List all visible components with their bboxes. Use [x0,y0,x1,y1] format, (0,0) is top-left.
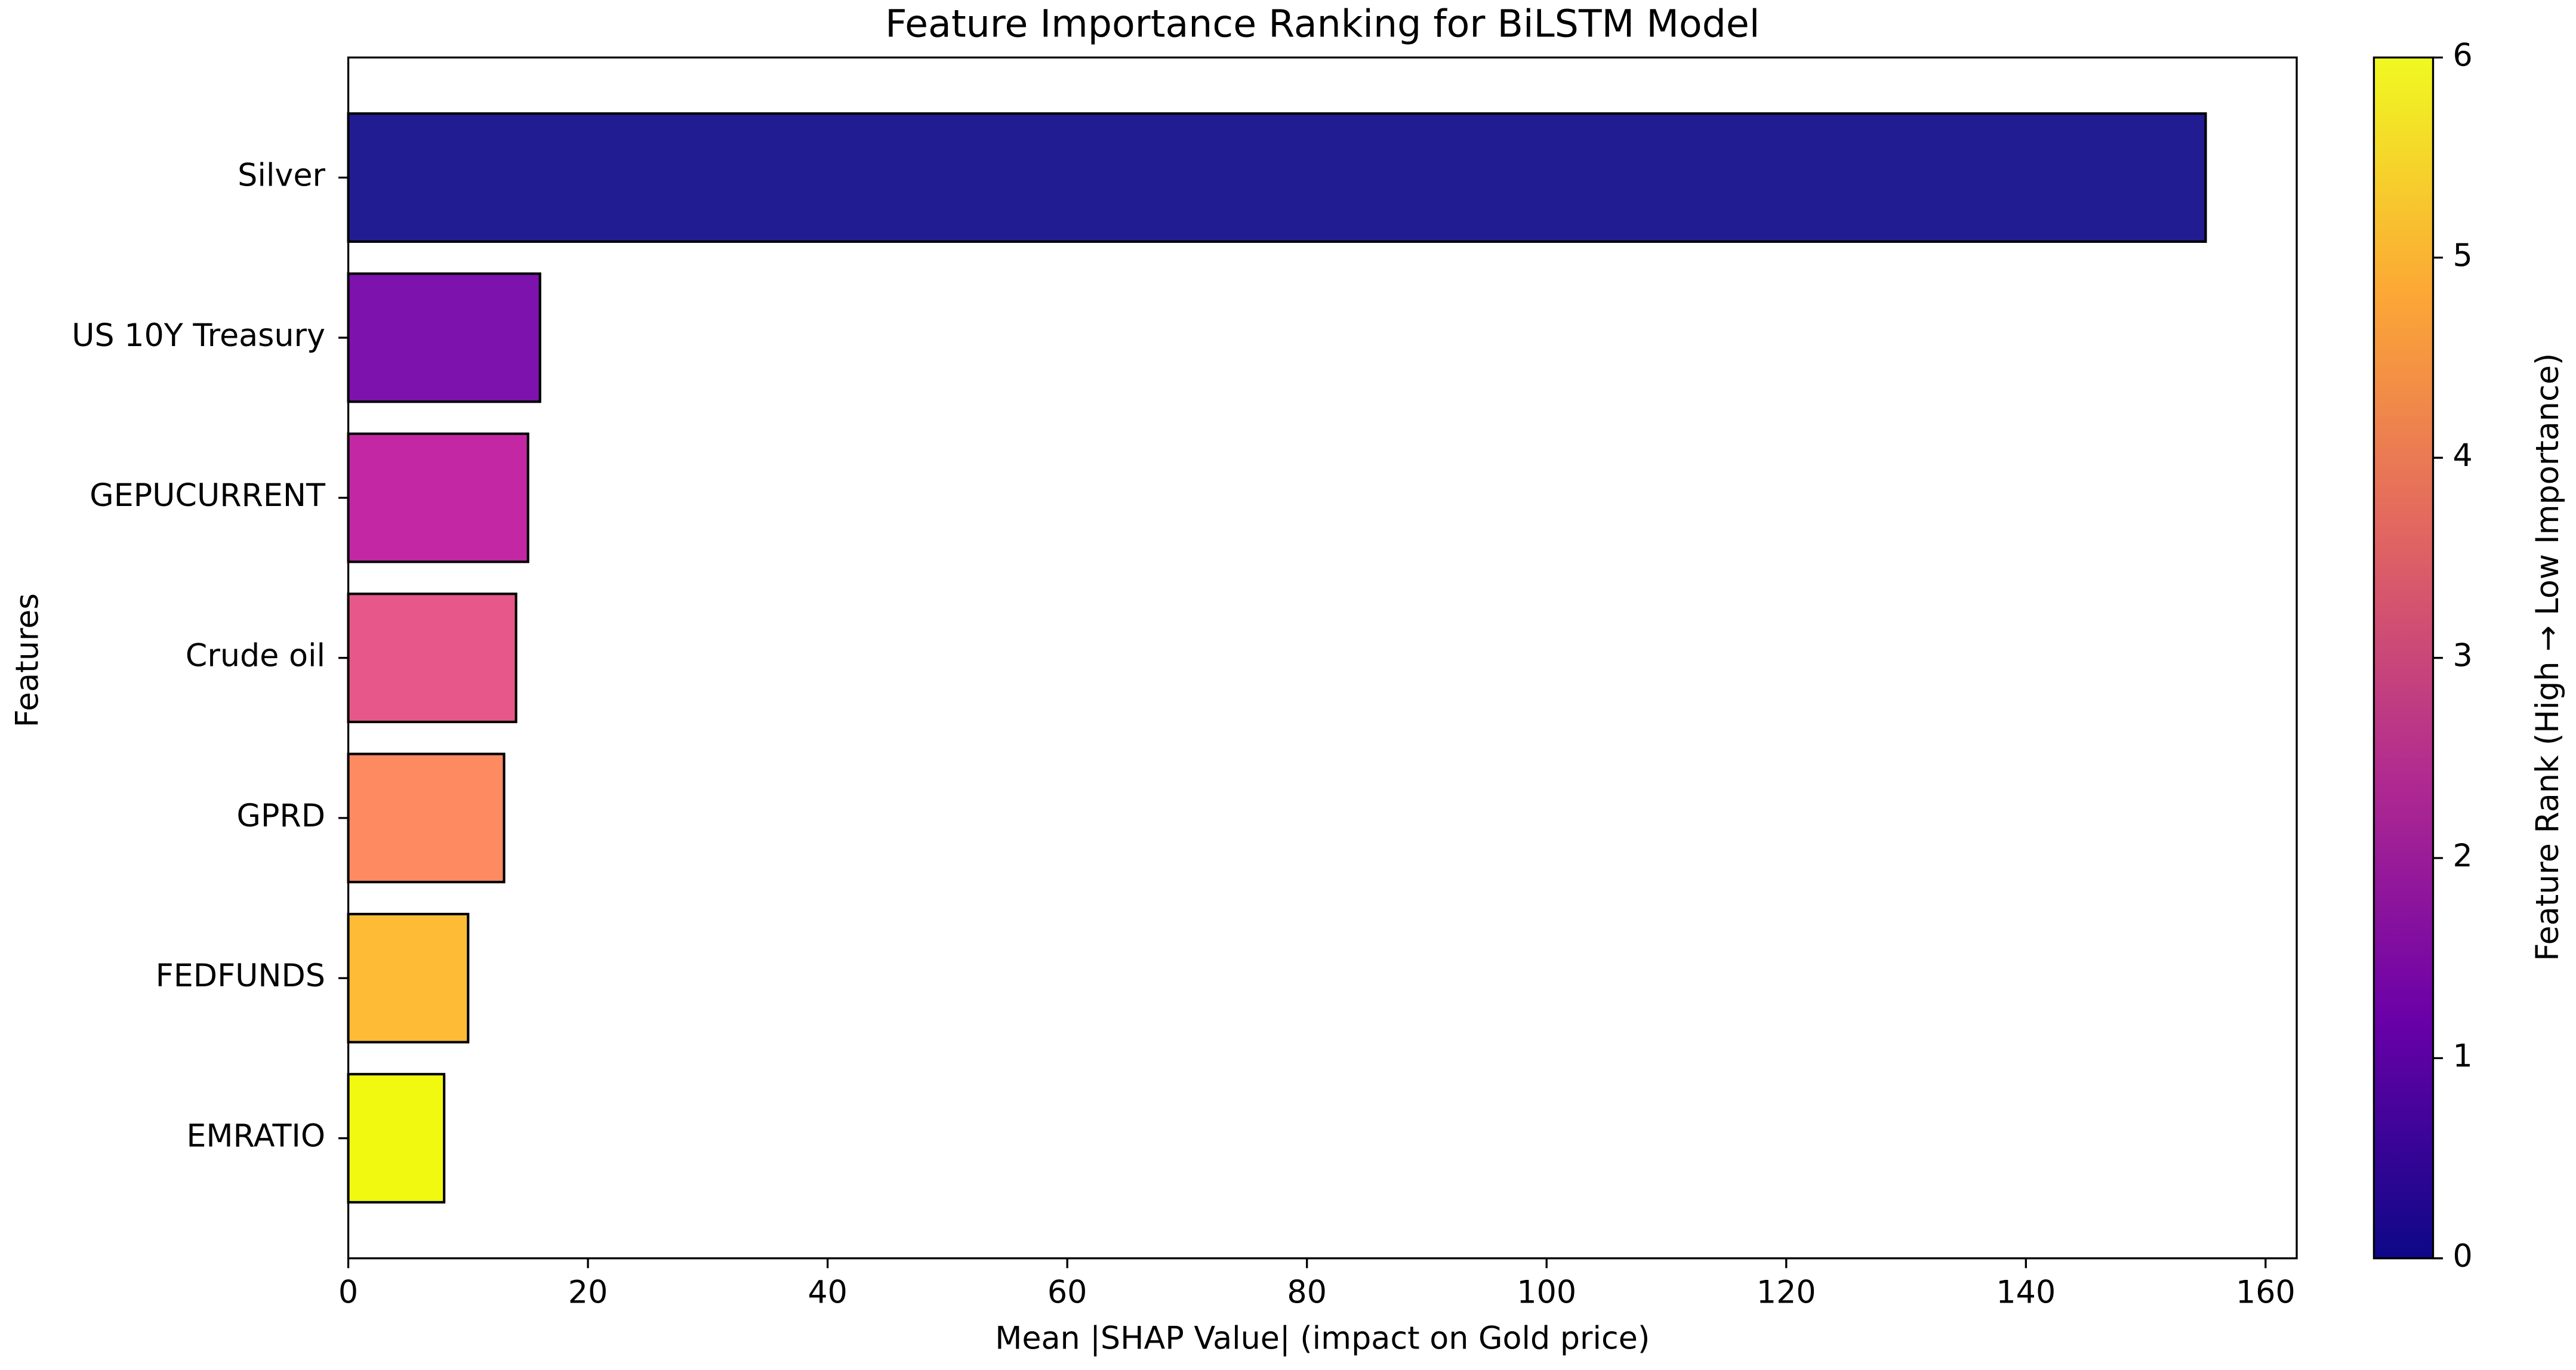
x-tick-label: 0 [338,1274,358,1310]
y-tick-label: GEPUCURRENT [90,477,326,514]
colorbar-tick-label: 1 [2453,1038,2473,1074]
y-tick-label: US 10Y Treasury [72,317,325,354]
colorbar-tick-label: 0 [2453,1238,2473,1275]
x-tick-label: 160 [2236,1274,2295,1310]
plot-frame [347,56,2298,1260]
colorbar-label: Feature Rank (High → Low Importance) [2529,353,2566,961]
y-tick-label: GPRD [236,798,325,834]
y-tick-label: EMRATIO [186,1118,325,1155]
colorbar-tick-label: 2 [2453,838,2473,874]
bar [347,593,517,723]
x-tick-label: 40 [808,1274,848,1310]
colorbar-tick-label: 6 [2453,37,2473,73]
colorbar-tick-label: 3 [2453,638,2473,674]
x-tick-label: 20 [568,1274,608,1310]
chart-title: Feature Importance Ranking for BiLSTM Mo… [885,2,1760,46]
colorbar-tick-label: 5 [2453,237,2473,274]
bar [347,912,470,1044]
bar [347,112,2207,243]
y-tick-label: Silver [238,158,325,194]
x-tick-label: 60 [1047,1274,1087,1310]
bar [347,1073,446,1204]
x-axis-label: Mean |SHAP Value| (impact on Gold price) [995,1320,1650,1356]
colorbar [2372,56,2435,1260]
x-tick-label: 100 [1517,1274,1576,1310]
bar [347,752,506,884]
y-tick-label: FEDFUNDS [156,958,325,994]
bar [347,272,541,403]
y-axis-label: Features [10,593,46,727]
bar [347,432,529,563]
x-tick-label: 80 [1287,1274,1327,1310]
x-tick-label: 120 [1757,1274,1816,1310]
y-tick-label: Crude oil [186,638,325,674]
x-tick-label: 140 [1996,1274,2056,1310]
colorbar-tick-label: 4 [2453,437,2473,474]
